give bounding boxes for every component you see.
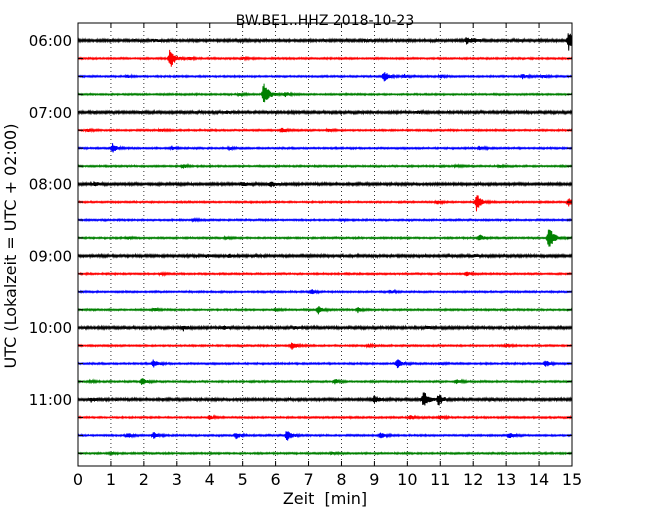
x-tick-label: 5 xyxy=(238,470,248,489)
trace-0715 xyxy=(77,143,573,153)
seismic-traces xyxy=(77,33,573,457)
y-axis-label: UTC (Lokalzeit = UTC + 02:00) xyxy=(1,124,20,369)
x-tick-label: 11 xyxy=(430,470,450,489)
trace-0700 xyxy=(77,127,573,134)
x-tick-label: 4 xyxy=(205,470,215,489)
trace-1130 xyxy=(77,450,573,457)
trace-0815 xyxy=(77,216,573,224)
y-tick-label: 10:00 xyxy=(29,319,72,337)
x-axis-label: Zeit [min] xyxy=(283,489,367,508)
trace-1045 xyxy=(77,392,573,406)
trace-1015 xyxy=(77,359,573,369)
y-tick-label: 06:00 xyxy=(29,32,72,50)
trace-1000 xyxy=(77,342,573,350)
trace-0830 xyxy=(77,229,573,247)
trace-0930 xyxy=(77,305,573,315)
y-axis-ticks: 06:00 07:00 08:00 09:00 10:00 11:00 xyxy=(29,32,572,454)
trace-0630 xyxy=(77,83,573,103)
trace-0615 xyxy=(77,72,573,82)
trace-0915 xyxy=(77,288,573,295)
x-tick-label: 3 xyxy=(172,470,182,489)
x-tick-label: 12 xyxy=(463,470,483,489)
trace-0845 xyxy=(77,252,573,260)
trace-0600 xyxy=(77,49,573,67)
trace-0900 xyxy=(77,270,573,277)
x-tick-label: 10 xyxy=(397,470,417,489)
x-tick-label: 13 xyxy=(496,470,516,489)
x-tick-label: 6 xyxy=(271,470,281,489)
x-axis-ticks: 0 1 2 3 4 5 6 7 8 9 10 11 12 13 14 15 xyxy=(73,23,582,489)
trace-1100 xyxy=(77,414,573,421)
y-tick-label: 11:00 xyxy=(29,391,72,409)
x-tick-label: 1 xyxy=(106,470,116,489)
x-tick-label: 9 xyxy=(369,470,379,489)
trace-0945 xyxy=(77,324,573,332)
y-tick-label: 07:00 xyxy=(29,104,72,122)
x-tick-label: 7 xyxy=(303,470,313,489)
y-tick-label: 08:00 xyxy=(29,176,72,194)
trace-0745 xyxy=(77,180,573,188)
trace-1030 xyxy=(77,378,573,386)
chart-title: BW.BE1..HHZ 2018-10-23 xyxy=(236,13,415,29)
trace-0800 xyxy=(77,195,573,212)
plot-frame xyxy=(77,22,573,467)
x-tick-label: 2 xyxy=(139,470,149,489)
x-tick-label: 8 xyxy=(336,470,346,489)
trace-0645 xyxy=(77,108,573,116)
trace-0545 xyxy=(77,33,573,51)
x-tick-label: 14 xyxy=(529,470,549,489)
trace-1115 xyxy=(77,431,573,441)
x-tick-label: 0 xyxy=(73,470,83,489)
x-tick-label: 15 xyxy=(562,470,582,489)
y-tick-label: 09:00 xyxy=(29,247,72,265)
trace-0730 xyxy=(77,163,573,170)
